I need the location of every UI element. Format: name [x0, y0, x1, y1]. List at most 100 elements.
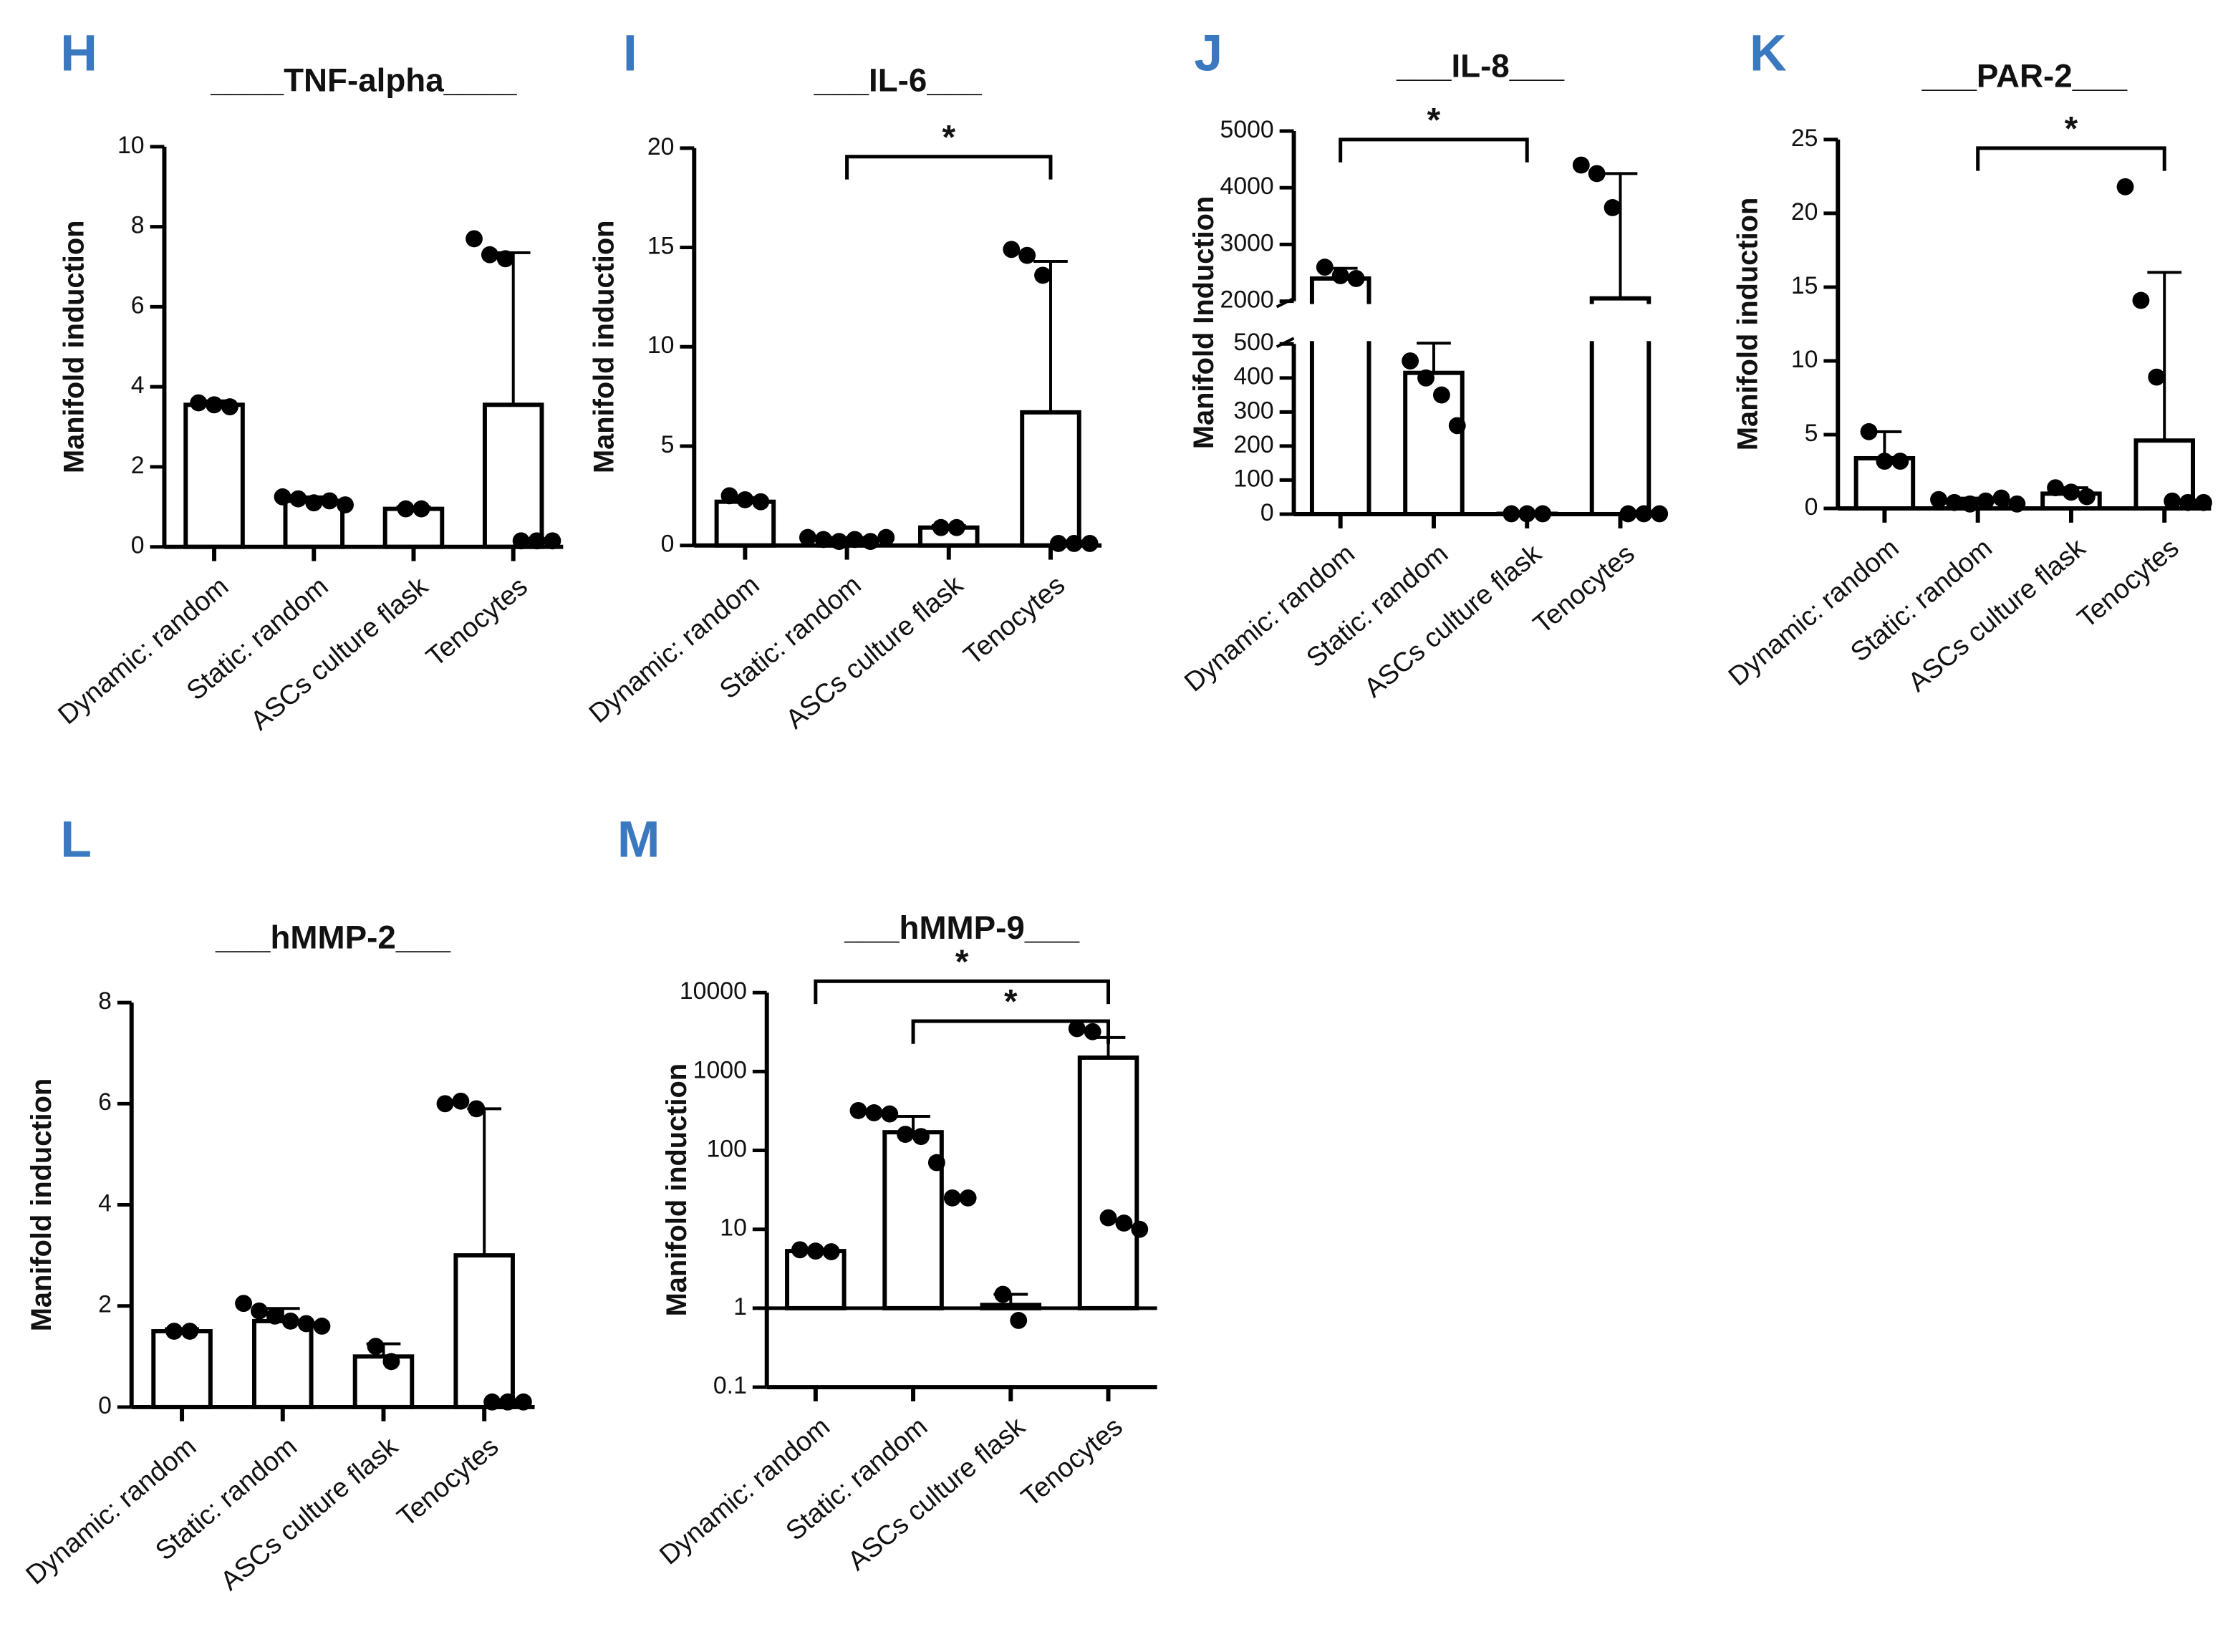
x-tick-label: ASCs culture flask: [245, 571, 433, 737]
data-point: [865, 1104, 883, 1121]
bar: [151, 1329, 213, 1409]
y-tick-label: 100: [1233, 465, 1273, 492]
data-point: [274, 488, 291, 506]
y-tick-label: 0: [1260, 499, 1274, 526]
data-point: [1003, 241, 1021, 259]
data-point: [1417, 369, 1434, 387]
data-point: [2132, 291, 2150, 309]
y-tick-label: 4: [131, 372, 145, 399]
panel-letter: L: [60, 811, 92, 868]
bar: [453, 1253, 515, 1409]
panel-letter: H: [60, 24, 97, 82]
data-point: [181, 1323, 198, 1340]
x-tick-label: Tenocytes: [392, 1431, 504, 1532]
data-point: [1347, 270, 1365, 287]
significance-label: *: [942, 119, 955, 157]
y-tick-label: 5: [1805, 420, 1818, 447]
y-tick-label: 10: [1791, 346, 1818, 373]
y-tick-label: 3000: [1220, 229, 1274, 256]
data-point: [1402, 352, 1419, 369]
error-bar: [496, 251, 531, 405]
data-point: [1010, 1312, 1028, 1329]
y-tick-label: 1000: [693, 1056, 747, 1083]
data-point: [736, 491, 754, 508]
y-tick-label: 0: [1805, 493, 1818, 521]
data-point: [305, 494, 323, 512]
y-tick-label: 1: [733, 1293, 747, 1320]
y-tick-label: 0: [98, 1392, 112, 1419]
x-tick-label: Tenocytes: [421, 571, 534, 672]
data-point: [1115, 1214, 1133, 1232]
y-tick-label: 20: [647, 133, 675, 160]
data-point: [452, 1092, 470, 1110]
bar: [183, 402, 245, 549]
data-point: [266, 1307, 284, 1325]
data-point: [1572, 156, 1590, 174]
data-point: [1432, 386, 1450, 404]
data-point: [481, 246, 498, 264]
data-point: [2148, 368, 2166, 386]
data-point: [849, 1101, 867, 1119]
y-tick-label: 2: [131, 452, 145, 479]
x-tick-label: Dynamic: random: [584, 570, 766, 729]
y-tick-label: 25: [1791, 125, 1818, 152]
error-bar: [1033, 259, 1068, 412]
data-point: [289, 490, 307, 508]
error-bar: [2147, 271, 2182, 441]
data-point: [822, 1243, 840, 1260]
data-point: [1131, 1220, 1149, 1238]
data-point: [165, 1323, 183, 1340]
chart-title: ___PAR-2___: [1921, 57, 2128, 94]
data-point: [2063, 483, 2080, 501]
data-point: [1034, 266, 1051, 284]
significance-bracket: [845, 155, 1053, 180]
significance-label: *: [1004, 983, 1018, 1021]
data-point: [221, 398, 238, 416]
y-tick-label: 6: [98, 1088, 112, 1116]
data-point: [2078, 488, 2096, 506]
data-point: [1448, 417, 1466, 435]
y-tick-label: 15: [1791, 272, 1818, 299]
error-bar: [467, 1107, 502, 1256]
panel-letter: K: [1750, 24, 1787, 82]
y-tick-label: 4000: [1220, 173, 1274, 200]
y-tick-label: 4: [98, 1189, 112, 1217]
y-axis-label: Manifold induction: [1732, 198, 1763, 450]
data-point: [1860, 422, 1878, 440]
y-tick-label: 8: [131, 212, 145, 239]
x-tick-label: Tenocytes: [1528, 538, 1640, 639]
bar: [1077, 1055, 1139, 1310]
y-tick-label: 10: [117, 132, 145, 159]
bar: [785, 1249, 847, 1310]
panel-letter: M: [617, 811, 660, 868]
panel: I ___IL-6___ Manifold induction Dynamic: ra…: [584, 24, 1102, 735]
y-tick-label: 200: [1233, 431, 1273, 458]
data-point: [994, 1285, 1012, 1303]
chart-title: ___IL-8___: [1396, 48, 1564, 84]
data-point: [897, 1126, 915, 1143]
y-axis-label: Manifold induction: [588, 221, 619, 473]
data-point: [466, 230, 483, 248]
x-tick-label: ASCs culture flask: [842, 1411, 1031, 1577]
x-tick-label: Dynamic: random: [1179, 538, 1361, 697]
x-tick-label: Dynamic: random: [1723, 533, 1905, 692]
chart-title: ___hMMP-9___: [844, 909, 1079, 946]
chart-title: ___hMMP-2___: [215, 919, 450, 956]
data-point: [877, 528, 895, 546]
data-point: [367, 1338, 385, 1356]
y-tick-label: 15: [647, 232, 675, 259]
y-tick-label: 400: [1233, 363, 1273, 390]
y-tick-label: 300: [1233, 397, 1273, 424]
y-tick-label: 5: [661, 431, 675, 458]
data-point: [468, 1100, 486, 1118]
data-point: [927, 1154, 945, 1172]
y-tick-label: 0: [661, 531, 675, 558]
data-point: [321, 492, 339, 510]
data-point: [206, 396, 223, 414]
y-tick-label: 20: [1791, 198, 1818, 226]
data-point: [791, 1241, 809, 1259]
significance-bracket: [911, 1019, 1111, 1044]
x-tick-label: Dynamic: random: [20, 1431, 202, 1590]
data-point: [2164, 492, 2181, 510]
y-tick-label: 2000: [1220, 286, 1274, 314]
